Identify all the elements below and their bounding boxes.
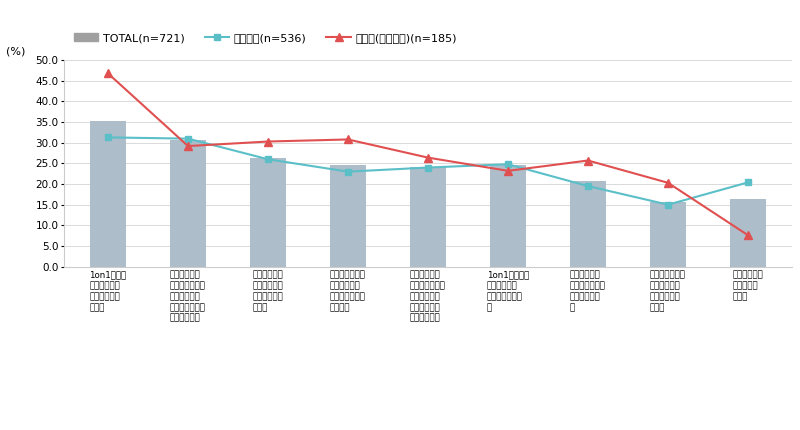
Legend: TOTAL(n=721), 一般社員(n=536), 管理職(課長以上)(n=185): TOTAL(n=721), 一般社員(n=536), 管理職(課長以上)(n=1… xyxy=(70,29,461,47)
Bar xyxy=(330,165,366,267)
Bar xyxy=(170,140,206,267)
Bar xyxy=(570,181,606,267)
Bar xyxy=(250,158,286,267)
Text: (%): (%) xyxy=(6,46,25,56)
Bar xyxy=(730,199,766,267)
Bar xyxy=(490,165,526,267)
Bar xyxy=(90,121,126,267)
Bar xyxy=(650,202,686,267)
Bar xyxy=(410,167,446,267)
